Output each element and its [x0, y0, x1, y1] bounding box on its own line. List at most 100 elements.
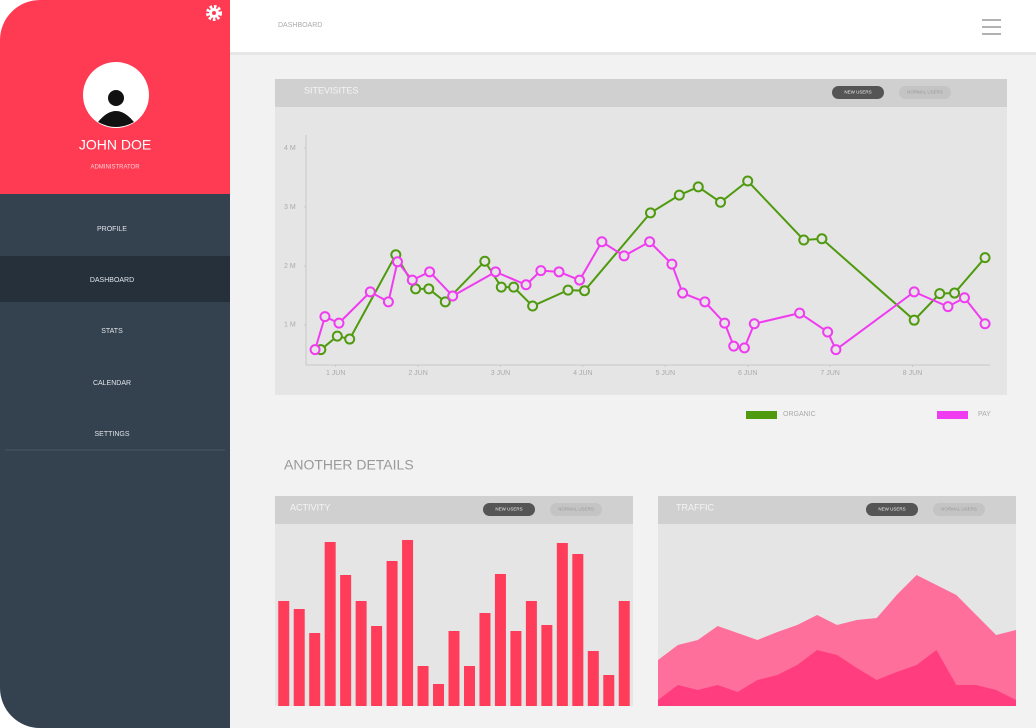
point — [520, 279, 532, 291]
bar — [402, 540, 414, 706]
legend-label: PAY — [978, 411, 991, 418]
x-tick-label: 6 JUN — [738, 370, 757, 377]
point — [596, 236, 608, 248]
point — [715, 196, 727, 208]
toggle-button[interactable] — [483, 503, 535, 516]
avatar-head — [108, 90, 124, 106]
point — [495, 281, 507, 293]
bar — [510, 631, 522, 706]
bar — [572, 554, 584, 706]
point — [822, 326, 834, 338]
menu-item[interactable]: SETTINGS — [94, 431, 129, 438]
point — [816, 233, 828, 245]
point — [728, 340, 740, 352]
point — [673, 189, 685, 201]
bar — [278, 601, 290, 706]
x-tick-label: 4 JUN — [573, 370, 592, 377]
x-tick-label: 7 JUN — [820, 370, 839, 377]
point — [699, 296, 711, 308]
user-name: JOHN DOE — [79, 137, 151, 153]
point — [447, 290, 459, 302]
bar — [479, 613, 491, 706]
point — [908, 286, 920, 298]
toggle-label[interactable]: NORMAL USERS — [558, 507, 594, 512]
point — [410, 283, 422, 295]
point — [830, 344, 842, 356]
toggle-label[interactable]: NEW USERS — [495, 507, 522, 512]
bar — [340, 575, 352, 706]
point — [344, 333, 356, 345]
y-tick-label: 2 M — [284, 263, 296, 270]
x-tick-label: 5 JUN — [656, 370, 675, 377]
point — [391, 256, 403, 268]
point — [666, 258, 678, 270]
x-tick-label: 2 JUN — [408, 370, 427, 377]
toggle-button[interactable] — [866, 503, 918, 516]
point — [579, 285, 591, 297]
point — [942, 301, 954, 313]
menu-button[interactable] — [982, 19, 1001, 35]
panel-title: ACTIVITY — [290, 502, 331, 512]
top-bar — [230, 0, 1036, 52]
point — [738, 342, 750, 354]
bar — [417, 666, 429, 706]
y-tick-label: 3 M — [284, 204, 296, 211]
point — [535, 265, 547, 277]
toggle-label[interactable]: NORMAL USERS — [907, 90, 943, 95]
point — [644, 236, 656, 248]
panel-body — [275, 107, 1007, 395]
bar — [541, 625, 553, 706]
menu-item[interactable]: PROFILE — [97, 226, 127, 233]
gear-hole — [212, 11, 216, 15]
settings-icon[interactable] — [206, 5, 222, 21]
menu-item[interactable]: CALENDAR — [93, 380, 131, 387]
panel-header — [275, 79, 1007, 107]
toggle-button[interactable] — [550, 503, 602, 516]
y-tick-label: 4 M — [284, 145, 296, 152]
bar — [386, 561, 398, 706]
point — [979, 252, 991, 264]
point — [958, 292, 970, 304]
legend-swatch — [746, 411, 777, 419]
x-tick-label: 8 JUN — [903, 370, 922, 377]
point — [934, 288, 946, 300]
top-bar-shadow — [230, 52, 1036, 55]
bar — [355, 601, 367, 706]
x-tick-label: 3 JUN — [491, 370, 510, 377]
point — [798, 234, 810, 246]
toggle-label[interactable]: NEW USERS — [844, 90, 871, 95]
point — [527, 300, 539, 312]
bar — [603, 675, 615, 706]
avatar-body — [98, 111, 134, 127]
point — [692, 181, 704, 193]
point — [423, 283, 435, 295]
toggle-label[interactable]: NEW USERS — [878, 507, 905, 512]
point — [382, 296, 394, 308]
point — [490, 266, 502, 278]
point — [553, 266, 565, 278]
toggle-button[interactable] — [899, 86, 951, 99]
point — [949, 287, 961, 299]
point — [319, 311, 331, 323]
point — [333, 317, 345, 329]
point — [508, 281, 520, 293]
point — [742, 175, 754, 187]
menu-item[interactable]: DASHBOARD — [90, 277, 134, 284]
bar — [448, 631, 460, 706]
bar — [587, 651, 599, 706]
bar — [556, 543, 568, 706]
point — [618, 250, 630, 262]
x-tick-label: 1 JUN — [326, 370, 345, 377]
y-tick-label: 1 M — [284, 322, 296, 329]
bar — [525, 601, 537, 706]
toggle-button[interactable] — [832, 86, 884, 99]
point — [908, 314, 920, 326]
toggle-label[interactable]: NORMAL USERS — [941, 507, 977, 512]
toggle-button[interactable] — [933, 503, 985, 516]
point — [574, 274, 586, 286]
legend-label: ORGANIC — [783, 411, 816, 418]
menu-item[interactable]: STATS — [101, 328, 123, 335]
panel-title: SITEVISITES — [304, 85, 359, 95]
point — [364, 286, 376, 298]
